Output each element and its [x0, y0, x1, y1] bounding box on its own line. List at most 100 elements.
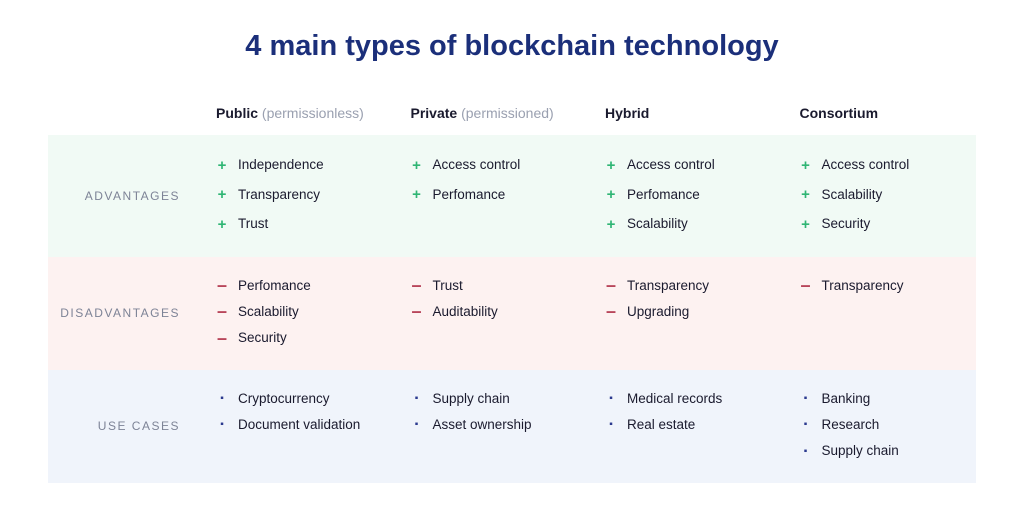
plus-icon: +: [605, 210, 617, 239]
item-text: Perfomance: [627, 182, 700, 208]
list-item: ▪ Supply chain: [411, 386, 570, 412]
list-item: –Perfomance: [216, 273, 375, 299]
list-item: ▪ Supply chain: [800, 438, 959, 464]
cell: ▪ Supply chain ▪ Asset ownership: [393, 370, 588, 483]
column-header: Public (permissionless): [198, 95, 393, 135]
item-text: Scalability: [627, 211, 688, 237]
column-header: Consortium: [782, 95, 977, 135]
list-item: ▪ Asset ownership: [411, 412, 570, 438]
list-item: + Transparency: [216, 180, 375, 209]
bullet-icon: ▪: [605, 415, 617, 435]
cell: –Transparency: [782, 257, 977, 370]
list-item: ▪ Research: [800, 412, 959, 438]
row-label: DISADVANTAGES: [48, 257, 198, 370]
list-item: + Independence: [216, 151, 375, 180]
cell: + Access control + Perfomance + Scalability: [587, 135, 782, 257]
item-text: Banking: [822, 386, 871, 412]
item-text: Upgrading: [627, 299, 689, 325]
comparison-grid: Public (permissionless)Private (permissi…: [48, 95, 976, 483]
item-text: Document validation: [238, 412, 360, 438]
list-item: –Security: [216, 325, 375, 351]
list-item: + Scalability: [605, 210, 764, 239]
item-text: Transparency: [627, 273, 709, 299]
item-text: Scalability: [238, 299, 299, 325]
bullet-icon: ▪: [411, 415, 423, 435]
cell: + Independence + Transparency + Trust: [198, 135, 393, 257]
plus-icon: +: [800, 151, 812, 180]
list-item: ▪ Medical records: [605, 386, 764, 412]
cell: ▪ Banking ▪ Research ▪ Supply chain: [782, 370, 977, 483]
row-label: USE CASES: [48, 370, 198, 483]
cell: –Trust–Auditability: [393, 257, 588, 370]
plus-icon: +: [605, 180, 617, 209]
plus-icon: +: [800, 180, 812, 209]
cell: + Access control + Perfomance: [393, 135, 588, 257]
item-text: Real estate: [627, 412, 695, 438]
column-header: Hybrid: [587, 95, 782, 135]
corner-spacer: [48, 95, 198, 135]
list-item: –Scalability: [216, 299, 375, 325]
list-item: +Scalability: [800, 180, 959, 209]
plus-icon: +: [411, 151, 423, 180]
column-header-main: Private: [411, 105, 458, 121]
list-item: ▪ Banking: [800, 386, 959, 412]
bullet-icon: ▪: [216, 415, 228, 435]
item-text: Security: [822, 211, 871, 237]
bullet-icon: ▪: [800, 415, 812, 435]
item-text: Access control: [433, 152, 521, 178]
column-header-sub: (permissionless): [262, 105, 364, 121]
list-item: ▪ Real estate: [605, 412, 764, 438]
plus-icon: +: [216, 210, 228, 239]
plus-icon: +: [411, 180, 423, 209]
plus-icon: +: [216, 151, 228, 180]
list-item: –Transparency: [605, 273, 764, 299]
item-text: Security: [238, 325, 287, 351]
list-item: + Access control: [605, 151, 764, 180]
cell: ▪ Medical records ▪ Real estate: [587, 370, 782, 483]
item-text: Research: [822, 412, 880, 438]
item-text: Transparency: [822, 273, 904, 299]
item-text: Supply chain: [433, 386, 510, 412]
list-item: + Access control: [411, 151, 570, 180]
item-text: Supply chain: [822, 438, 899, 464]
column-header-main: Consortium: [800, 105, 879, 121]
plus-icon: +: [216, 180, 228, 209]
bullet-icon: ▪: [605, 389, 617, 409]
item-text: Medical records: [627, 386, 722, 412]
list-item: + Perfomance: [605, 180, 764, 209]
item-text: Perfomance: [433, 182, 506, 208]
list-item: + Trust: [216, 210, 375, 239]
list-item: +Security: [800, 210, 959, 239]
item-text: Access control: [822, 152, 910, 178]
bullet-icon: ▪: [800, 442, 812, 462]
list-item: + Perfomance: [411, 180, 570, 209]
list-item: ▪Cryptocurrency: [216, 386, 375, 412]
cell: +Access control+Scalability+Security: [782, 135, 977, 257]
list-item: + Access control: [800, 151, 959, 180]
item-text: Asset ownership: [433, 412, 532, 438]
item-text: Access control: [627, 152, 715, 178]
item-text: Independence: [238, 152, 324, 178]
cell: –Perfomance–Scalability–Security: [198, 257, 393, 370]
item-text: Trust: [238, 211, 268, 237]
cell: ▪Cryptocurrency ▪ Document validation: [198, 370, 393, 483]
bullet-icon: ▪: [800, 389, 812, 409]
row-label: ADVANTAGES: [48, 135, 198, 257]
cell: –Transparency–Upgrading: [587, 257, 782, 370]
column-header-main: Public: [216, 105, 258, 121]
column-header-main: Hybrid: [605, 105, 649, 121]
plus-icon: +: [605, 151, 617, 180]
item-text: Perfomance: [238, 273, 311, 299]
bullet-icon: ▪: [411, 389, 423, 409]
item-text: Trust: [433, 273, 463, 299]
list-item: –Trust: [411, 273, 570, 299]
item-text: Cryptocurrency: [238, 386, 330, 412]
item-text: Auditability: [433, 299, 498, 325]
column-header: Private (permissioned): [393, 95, 588, 135]
list-item: –Transparency: [800, 273, 959, 299]
page-title: 4 main types of blockchain technology: [48, 30, 976, 63]
list-item: –Auditability: [411, 299, 570, 325]
item-text: Transparency: [238, 182, 320, 208]
list-item: –Upgrading: [605, 299, 764, 325]
column-header-sub: (permissioned): [461, 105, 554, 121]
